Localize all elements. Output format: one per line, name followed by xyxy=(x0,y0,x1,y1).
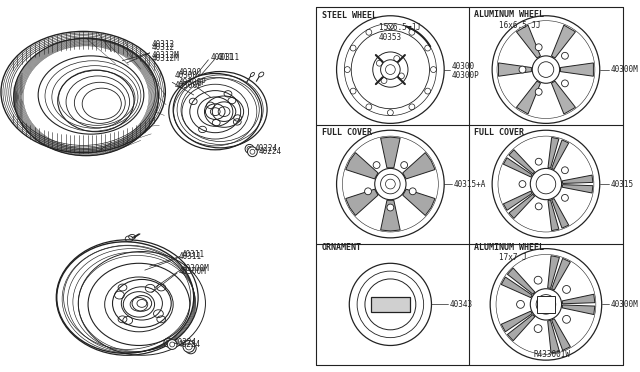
Circle shape xyxy=(164,338,173,347)
Text: 40311: 40311 xyxy=(182,250,205,259)
Circle shape xyxy=(186,343,196,354)
Circle shape xyxy=(516,301,524,308)
Text: 40315: 40315 xyxy=(611,180,634,189)
Bar xyxy=(537,296,555,313)
Circle shape xyxy=(535,44,542,51)
Circle shape xyxy=(563,286,570,294)
Text: 17x7 J: 17x7 J xyxy=(499,253,527,262)
Text: STEEL WHEEL: STEEL WHEEL xyxy=(322,11,377,20)
Text: R433001W: R433001W xyxy=(533,350,570,359)
Circle shape xyxy=(561,167,568,174)
Polygon shape xyxy=(552,199,569,228)
Text: 40300M: 40300M xyxy=(611,65,638,74)
Circle shape xyxy=(167,340,177,349)
Circle shape xyxy=(373,161,380,169)
Text: 40353: 40353 xyxy=(379,33,402,42)
Polygon shape xyxy=(562,305,595,315)
Polygon shape xyxy=(516,81,540,114)
Circle shape xyxy=(365,188,371,195)
Polygon shape xyxy=(504,191,532,210)
Polygon shape xyxy=(563,175,593,183)
Text: FULL COVER: FULL COVER xyxy=(474,128,524,137)
Polygon shape xyxy=(552,25,575,58)
Text: 40312
40312M: 40312 40312M xyxy=(152,40,179,60)
Text: 40311: 40311 xyxy=(179,252,202,261)
Polygon shape xyxy=(552,81,575,114)
Polygon shape xyxy=(548,320,559,353)
Circle shape xyxy=(534,325,542,333)
Polygon shape xyxy=(548,200,559,231)
Circle shape xyxy=(401,161,408,169)
Circle shape xyxy=(248,147,257,157)
Text: ALUMINUM WHEEL: ALUMINUM WHEEL xyxy=(474,243,543,252)
Polygon shape xyxy=(548,256,559,288)
Polygon shape xyxy=(509,150,534,174)
Circle shape xyxy=(245,144,254,153)
Polygon shape xyxy=(381,200,400,231)
Circle shape xyxy=(561,52,568,59)
Polygon shape xyxy=(501,277,532,298)
Text: ORNAMENT: ORNAMENT xyxy=(322,243,362,252)
Text: 15x6.5 JJ: 15x6.5 JJ xyxy=(379,23,420,32)
Polygon shape xyxy=(508,315,535,341)
Text: 40224: 40224 xyxy=(173,338,196,347)
Circle shape xyxy=(535,158,542,165)
Polygon shape xyxy=(508,268,535,294)
Polygon shape xyxy=(562,294,595,304)
Text: 40300M: 40300M xyxy=(179,267,207,276)
Text: 40300
40300P: 40300 40300P xyxy=(179,68,207,87)
Polygon shape xyxy=(552,259,570,290)
Text: 40224: 40224 xyxy=(178,340,201,349)
Circle shape xyxy=(387,204,394,211)
Circle shape xyxy=(519,181,526,187)
Polygon shape xyxy=(504,158,532,177)
Polygon shape xyxy=(403,153,435,179)
Text: NISSAN: NISSAN xyxy=(378,301,403,307)
Polygon shape xyxy=(403,189,435,215)
Text: 40300P: 40300P xyxy=(452,71,480,80)
Text: 40300M: 40300M xyxy=(182,264,210,273)
Text: 40315+A: 40315+A xyxy=(454,180,486,189)
Text: 40300M: 40300M xyxy=(611,300,638,309)
Text: 40300
40300P: 40300 40300P xyxy=(174,71,202,90)
Circle shape xyxy=(561,80,568,87)
Text: 40311: 40311 xyxy=(216,53,239,62)
Polygon shape xyxy=(499,63,531,76)
Polygon shape xyxy=(381,137,400,168)
Polygon shape xyxy=(548,137,559,168)
Text: 40300: 40300 xyxy=(452,62,475,71)
Circle shape xyxy=(410,188,416,195)
Text: FULL COVER: FULL COVER xyxy=(322,128,372,137)
Circle shape xyxy=(519,66,526,73)
Polygon shape xyxy=(552,140,569,170)
Text: 40311: 40311 xyxy=(211,53,234,62)
Circle shape xyxy=(563,315,570,323)
Text: 40312
40312M: 40312 40312M xyxy=(152,43,179,62)
FancyBboxPatch shape xyxy=(371,296,410,312)
Text: 40224: 40224 xyxy=(259,147,282,156)
Circle shape xyxy=(561,195,568,201)
Polygon shape xyxy=(501,311,532,332)
Circle shape xyxy=(183,341,195,352)
Polygon shape xyxy=(509,194,534,218)
Polygon shape xyxy=(346,189,378,215)
Text: 40343: 40343 xyxy=(450,300,473,309)
Polygon shape xyxy=(516,25,540,58)
Text: ALUMINUM WHEEL: ALUMINUM WHEEL xyxy=(474,10,543,19)
Circle shape xyxy=(534,276,542,284)
Text: 40224: 40224 xyxy=(254,144,278,153)
Circle shape xyxy=(535,89,542,95)
Polygon shape xyxy=(552,319,570,350)
Polygon shape xyxy=(561,63,593,76)
Polygon shape xyxy=(346,153,378,179)
Text: 16x6.5 JJ: 16x6.5 JJ xyxy=(499,21,541,30)
Polygon shape xyxy=(563,185,593,193)
Circle shape xyxy=(535,203,542,210)
